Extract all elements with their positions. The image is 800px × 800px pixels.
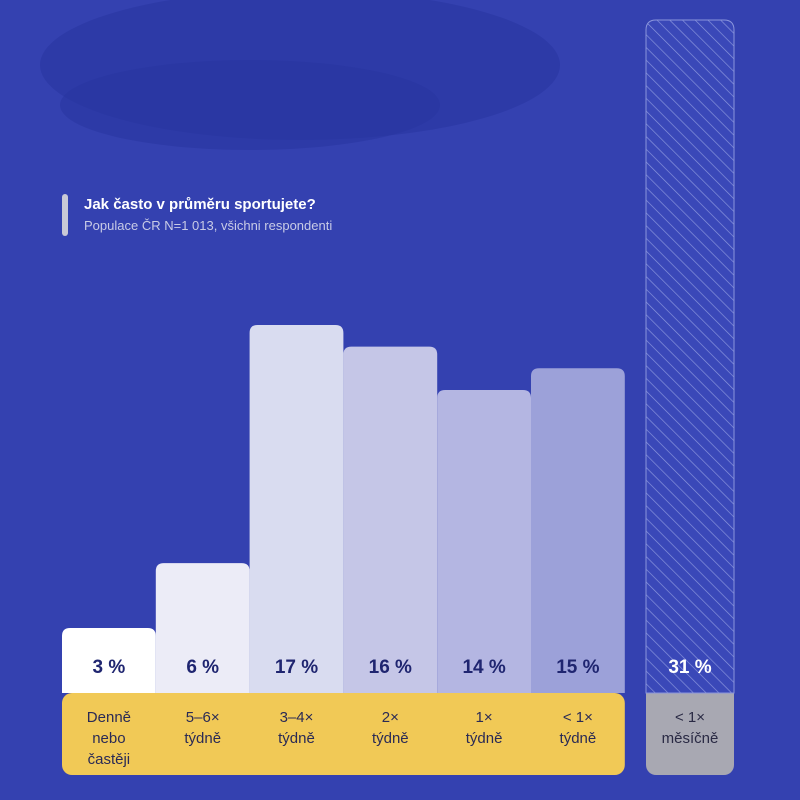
bar-value-label: 16 % [369, 657, 412, 678]
chart-subtitle: Populace ČR N=1 013, všichni respondenti [84, 218, 333, 233]
category-label: 3–4× [280, 709, 314, 726]
category-label: 1× [476, 709, 493, 726]
separate-category-label: < 1× [675, 709, 705, 726]
bar [249, 325, 344, 693]
separate-bar-group: 31 % < 1× měsíčně [645, 19, 735, 775]
header-accent-bar [62, 194, 68, 236]
category-label: týdně [278, 730, 315, 747]
bar [343, 346, 438, 693]
bar-value-label: 17 % [275, 657, 318, 678]
category-label: týdně [184, 730, 221, 747]
category-label: týdně [372, 730, 409, 747]
bar-value-label: 15 % [556, 657, 599, 678]
bars-group: 3 % Denně nebo častěji 6 % 5–6× týdně 17 % 3–4× t… [62, 325, 625, 775]
category-label: 2× [382, 709, 399, 726]
category-label: častěji [88, 751, 131, 768]
category-label: týdně [560, 730, 597, 747]
chart-title: Jak často v průměru sportujete? [84, 196, 316, 213]
category-band [62, 693, 625, 775]
separate-bar [645, 19, 735, 694]
category-label: 5–6× [186, 709, 220, 726]
category-label: Denně [87, 709, 131, 726]
bar-value-label: 3 % [93, 657, 126, 678]
category-label: < 1× [563, 709, 593, 726]
bar-value-label: 6 % [186, 657, 219, 678]
background-blob [60, 60, 440, 150]
category-label: týdně [466, 730, 503, 747]
bar-value-label: 14 % [462, 657, 505, 678]
separate-bar-value-label: 31 % [668, 657, 711, 678]
separate-category-label: měsíčně [662, 730, 719, 747]
category-label: nebo [92, 730, 125, 747]
bar [62, 628, 156, 693]
bar [437, 389, 531, 693]
bar [531, 368, 625, 693]
bar [155, 563, 250, 693]
